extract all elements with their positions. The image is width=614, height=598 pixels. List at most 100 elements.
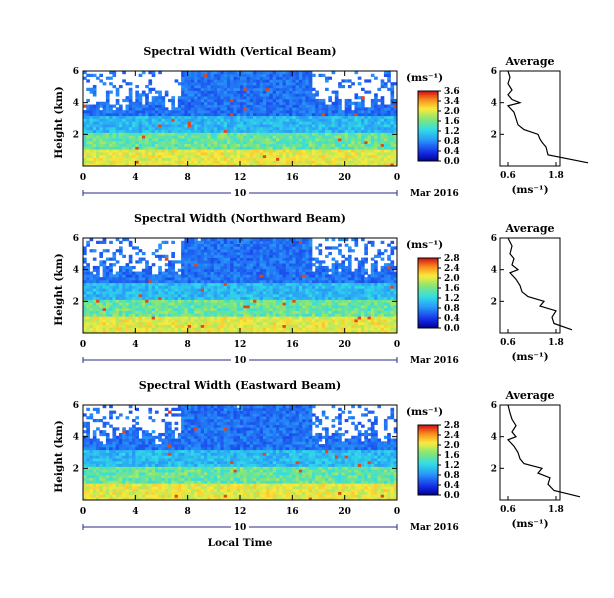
- heatmap-cell: [210, 291, 215, 295]
- heatmap-cell: [298, 316, 303, 320]
- heatmap-cell: [96, 279, 100, 284]
- heatmap-cell: [243, 288, 247, 292]
- heatmap-cell: [374, 129, 378, 133]
- heatmap-cell: [259, 96, 264, 100]
- heatmap-cell: [213, 154, 218, 159]
- heatmap-cell: [181, 324, 185, 328]
- heatmap-cell: [161, 163, 166, 167]
- heatmap-cell: [295, 101, 300, 105]
- heatmap-cell: [125, 296, 130, 300]
- heatmap-cell: [240, 163, 244, 167]
- heatmap-cell: [308, 132, 313, 136]
- heatmap-cell: [246, 277, 251, 281]
- heatmap-cell: [249, 76, 254, 80]
- heatmap-cell: [259, 265, 264, 270]
- heatmap-cell: [171, 288, 175, 292]
- heatmap-cell: [223, 129, 228, 133]
- heatmap-cell: [226, 121, 231, 125]
- heatmap-cell: [240, 319, 244, 323]
- heatmap-cell: [230, 279, 234, 284]
- heatmap-cell: [161, 277, 166, 281]
- heatmap-cell: [269, 324, 274, 328]
- heatmap-cell: [207, 73, 211, 77]
- heatmap-cell: [151, 157, 156, 161]
- heatmap-cell: [262, 82, 267, 86]
- heatmap-cell: [174, 319, 179, 323]
- heatmap-cell: [230, 254, 234, 258]
- heatmap-cell: [132, 293, 136, 298]
- heatmap-cell: [230, 282, 234, 286]
- heatmap-cell: [266, 274, 270, 278]
- heatmap-cell: [338, 115, 342, 119]
- heatmap-cell: [253, 96, 257, 100]
- heatmap-cell: [223, 316, 228, 320]
- heatmap-cell: [302, 118, 306, 122]
- heatmap-cell: [158, 98, 162, 103]
- heatmap-cell: [177, 313, 182, 317]
- heatmap-cell: [164, 305, 169, 309]
- heatmap-cell: [311, 154, 316, 159]
- heatmap-cell: [105, 299, 110, 303]
- heatmap-cell: [279, 82, 283, 86]
- heatmap-cell: [145, 285, 149, 289]
- heatmap-cell: [171, 149, 175, 153]
- heatmap-cell: [269, 307, 274, 312]
- heatmap-cell: [240, 282, 244, 286]
- heatmap-cell: [213, 324, 218, 328]
- heatmap-cell: [311, 163, 316, 167]
- heatmap-cell: [184, 324, 189, 328]
- heatmap-cell: [321, 138, 326, 142]
- heatmap-cell: [341, 163, 346, 167]
- heatmap-cell: [393, 118, 398, 122]
- heatmap-cell: [109, 263, 113, 267]
- heatmap-cell: [383, 121, 388, 125]
- heatmap-cell: [125, 327, 130, 331]
- heatmap-cell: [374, 143, 378, 147]
- heatmap-cell: [370, 138, 375, 142]
- heatmap-cell: [259, 93, 264, 97]
- heatmap-cell: [262, 84, 267, 89]
- heatmap-cell: [266, 107, 270, 111]
- heatmap-cell: [269, 146, 274, 150]
- heatmap-cell: [86, 288, 90, 292]
- heatmap-cell: [269, 152, 274, 156]
- heatmap-cell: [187, 87, 192, 91]
- heatmap-cell: [259, 87, 264, 91]
- heatmap-cell: [269, 96, 274, 100]
- heatmap-cell: [118, 160, 123, 164]
- heatmap-cell: [334, 126, 339, 131]
- heatmap-cell: [171, 282, 175, 286]
- heatmap-cell: [266, 87, 270, 91]
- heatmap-cell: [256, 254, 261, 258]
- heatmap-cell: [86, 157, 90, 161]
- heatmap-cell: [243, 243, 247, 247]
- heatmap-cell: [223, 321, 228, 326]
- heatmap-cell: [298, 96, 303, 100]
- heatmap-cell: [118, 279, 123, 284]
- heatmap-cell: [207, 313, 211, 317]
- heatmap-cell: [236, 310, 241, 314]
- heatmap-cell: [115, 249, 120, 253]
- heatmap-cell: [138, 73, 143, 77]
- heatmap-cell: [204, 293, 208, 298]
- heatmap-cell: [132, 319, 136, 323]
- heatmap-cell: [282, 82, 287, 86]
- heatmap-cell: [200, 154, 205, 159]
- heatmap-cell: [321, 107, 326, 111]
- heatmap-cell: [236, 305, 241, 309]
- heatmap-cell: [230, 324, 234, 328]
- heatmap-cell: [122, 271, 126, 275]
- heatmap-cell: [285, 129, 290, 133]
- heatmap-cell: [338, 126, 342, 131]
- heatmap-cell: [138, 140, 143, 145]
- heatmap-cell: [138, 143, 143, 147]
- heatmap-cell: [266, 163, 270, 167]
- heatmap-cell: [311, 129, 316, 133]
- heatmap-cell: [223, 254, 228, 258]
- y-tick-label: 4: [73, 99, 79, 109]
- heatmap-cell: [292, 152, 296, 156]
- heatmap-cell: [145, 135, 149, 139]
- heatmap-cell: [233, 310, 238, 314]
- heatmap-cell: [207, 243, 211, 247]
- heatmap-cell: [302, 82, 306, 86]
